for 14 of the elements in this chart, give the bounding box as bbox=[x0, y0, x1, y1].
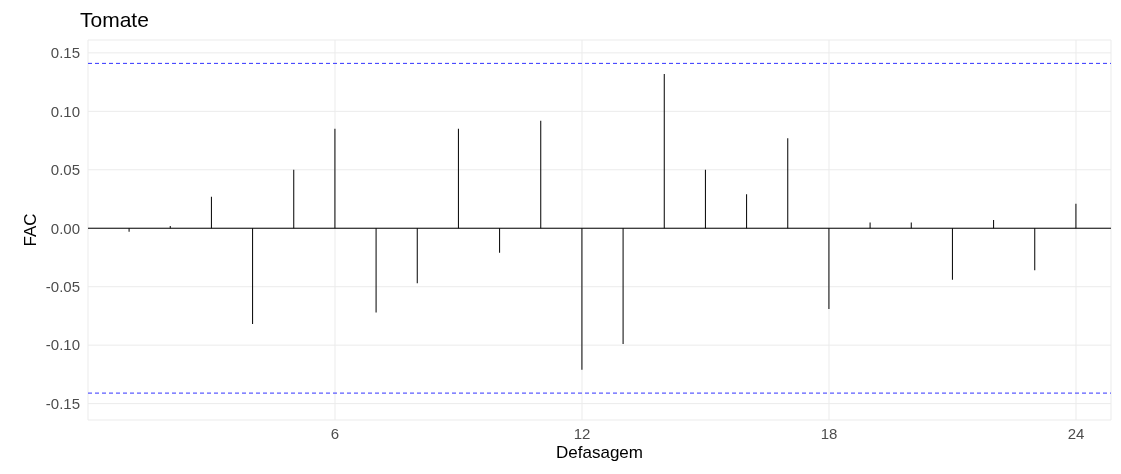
y-tick-label: -0.05 bbox=[45, 278, 80, 296]
y-tick-label: -0.15 bbox=[45, 394, 80, 412]
y-tick-label: 0.15 bbox=[50, 44, 80, 62]
y-tick-label: 0.10 bbox=[50, 102, 80, 120]
x-tick-label: 24 bbox=[1067, 424, 1085, 442]
x-tick-label: 18 bbox=[820, 424, 838, 442]
y-tick-label: 0.05 bbox=[50, 161, 80, 179]
x-tick-label: 6 bbox=[330, 424, 340, 442]
y-axis-title: FAC bbox=[21, 213, 41, 247]
chart-title: Tomate bbox=[79, 8, 150, 33]
x-axis-title: Defasagem bbox=[556, 443, 643, 463]
y-tick-label: -0.10 bbox=[45, 336, 80, 354]
x-tick-label: 12 bbox=[573, 424, 591, 442]
y-tick-label: 0.00 bbox=[50, 219, 80, 237]
